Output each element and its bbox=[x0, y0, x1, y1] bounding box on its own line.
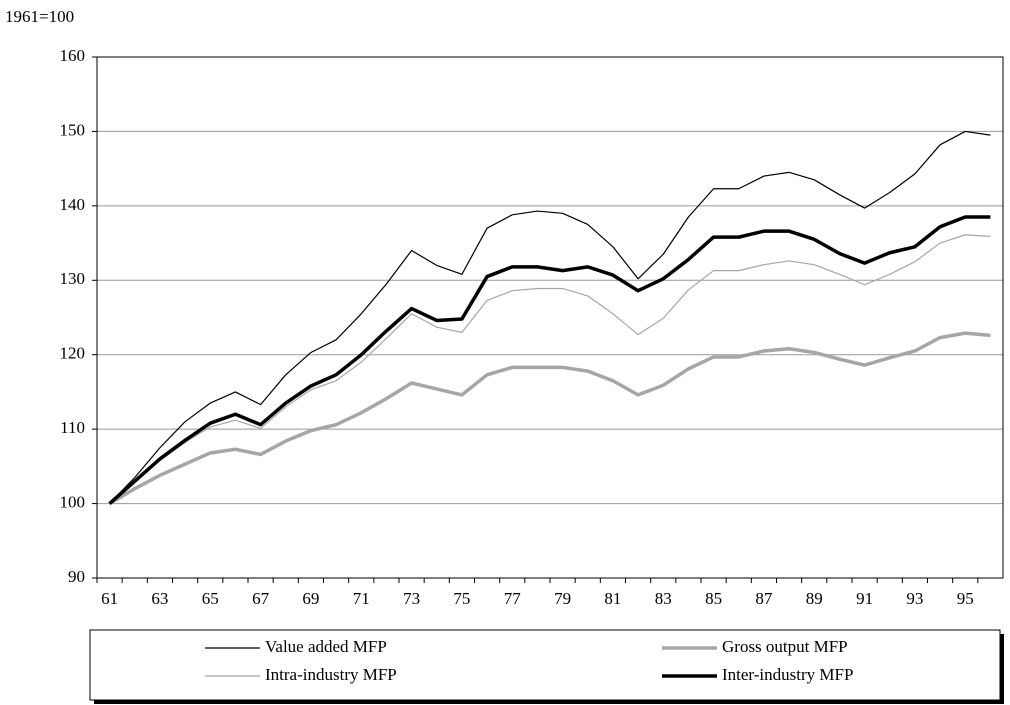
legend-label: Intra-industry MFP bbox=[265, 665, 397, 684]
x-tick-label: 69 bbox=[302, 589, 319, 608]
legend-label: Inter-industry MFP bbox=[722, 665, 853, 684]
legend-box bbox=[89, 629, 1001, 701]
x-tick-label: 89 bbox=[806, 589, 823, 608]
legend-label: Value added MFP bbox=[265, 637, 387, 656]
series-line bbox=[109, 234, 991, 505]
plot-frame bbox=[96, 56, 1004, 579]
y-tick-label: 90 bbox=[68, 567, 85, 586]
y-tick-label: 100 bbox=[60, 492, 86, 511]
y-tick-label: 130 bbox=[60, 269, 86, 288]
legend-label: Gross output MFP bbox=[722, 637, 848, 656]
chart-subtitle: 1961=100 bbox=[5, 7, 74, 26]
x-tick-label: 77 bbox=[504, 589, 522, 608]
y-tick-label: 120 bbox=[60, 344, 86, 363]
series-line bbox=[108, 215, 991, 505]
x-tick-label: 95 bbox=[957, 589, 974, 608]
x-tick-label: 75 bbox=[453, 589, 470, 608]
series-line bbox=[109, 130, 991, 504]
x-tick-label: 63 bbox=[151, 589, 168, 608]
x-tick-label: 61 bbox=[101, 589, 118, 608]
series-line bbox=[108, 331, 991, 506]
x-tick-label: 85 bbox=[705, 589, 722, 608]
y-tick-label: 150 bbox=[60, 120, 86, 139]
y-tick-label: 110 bbox=[60, 418, 85, 437]
x-tick-label: 83 bbox=[655, 589, 672, 608]
x-tick-label: 91 bbox=[856, 589, 873, 608]
x-tick-label: 71 bbox=[353, 589, 370, 608]
x-tick-label: 67 bbox=[252, 589, 270, 608]
x-tick-label: 93 bbox=[906, 589, 923, 608]
y-tick-label: 140 bbox=[60, 195, 86, 214]
x-tick-label: 79 bbox=[554, 589, 571, 608]
x-tick-label: 87 bbox=[755, 589, 773, 608]
y-tick-label: 160 bbox=[60, 46, 86, 65]
x-tick-label: 73 bbox=[403, 589, 420, 608]
x-tick-label: 65 bbox=[202, 589, 219, 608]
x-tick-label: 81 bbox=[604, 589, 621, 608]
